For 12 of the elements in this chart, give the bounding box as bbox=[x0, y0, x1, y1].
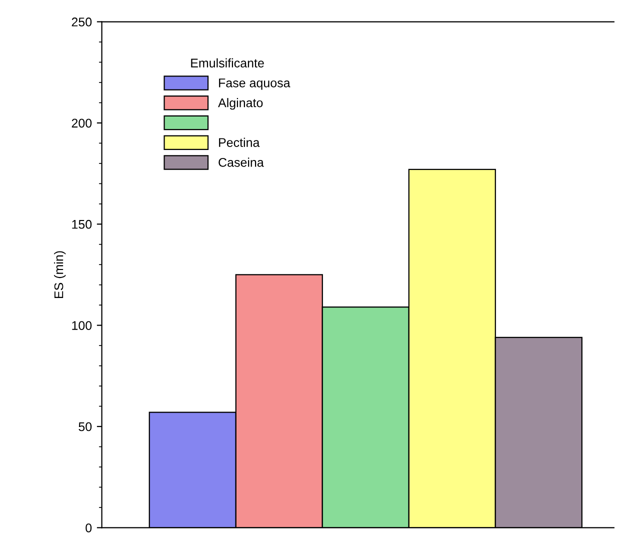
y-tick-label: 250 bbox=[72, 18, 92, 26]
legend-title: Emulsificante bbox=[191, 58, 264, 68]
legend-label: Alginato bbox=[218, 98, 263, 110]
y-tick-label: 50 bbox=[78, 422, 92, 432]
legend-label: Pectina bbox=[219, 138, 260, 147]
y-tick-label: 0 bbox=[86, 523, 92, 532]
y-tick-label: 100 bbox=[72, 321, 92, 330]
legend-label: Caseina bbox=[218, 158, 264, 167]
y-tick-label: 200 bbox=[72, 118, 92, 128]
y-axis-title: ES (min) bbox=[54, 251, 66, 298]
legend-label: Fase aquosa bbox=[219, 78, 290, 90]
y-tick-label: 150 bbox=[72, 220, 92, 229]
